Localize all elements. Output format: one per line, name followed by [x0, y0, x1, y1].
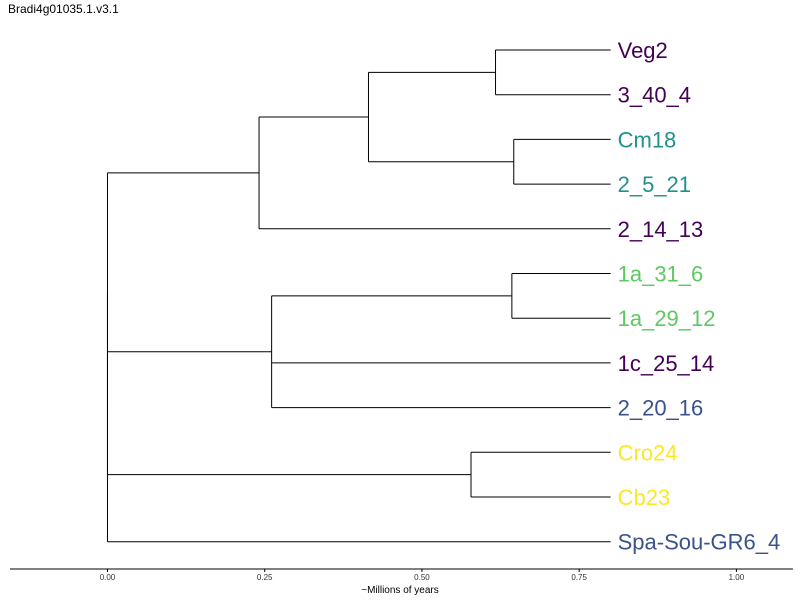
x-axis-label: ~Millions of years	[361, 585, 439, 596]
leaf-label: Cb23	[618, 485, 671, 510]
x-tick-label: 0.25	[257, 573, 273, 582]
leaf-label: 2_20_16	[618, 396, 704, 421]
leaf-label: Cro24	[618, 440, 678, 465]
x-tick-label: 0.75	[571, 573, 587, 582]
leaf-label: 1a_31_6	[618, 262, 704, 287]
x-tick-label: 1.00	[729, 573, 745, 582]
leaf-label: Veg2	[618, 38, 668, 63]
leaf-label: Spa-Sou-GR6_4	[618, 530, 781, 555]
leaf-label: 1c_25_14	[618, 351, 715, 376]
leaf-label: 3_40_4	[618, 83, 691, 108]
leaf-label: 2_14_13	[618, 217, 704, 242]
tree-branches	[106, 49, 611, 543]
x-axis: 0.00 0.25 0.50 0.75 1.00	[10, 568, 793, 582]
x-tick-label: 0.50	[414, 573, 430, 582]
leaf-label: Cm18	[618, 127, 677, 152]
leaf-label: 1a_29_12	[618, 306, 716, 331]
leaf-labels: Veg2 3_40_4 Cm18 2_5_21 2_14_13 1a_31_6 1a_29_…	[618, 38, 781, 555]
leaf-label: 2_5_21	[618, 172, 691, 197]
chart-title: Bradi4g01035.1.v3.1	[8, 2, 119, 16]
x-tick-label: 0.00	[100, 573, 116, 582]
